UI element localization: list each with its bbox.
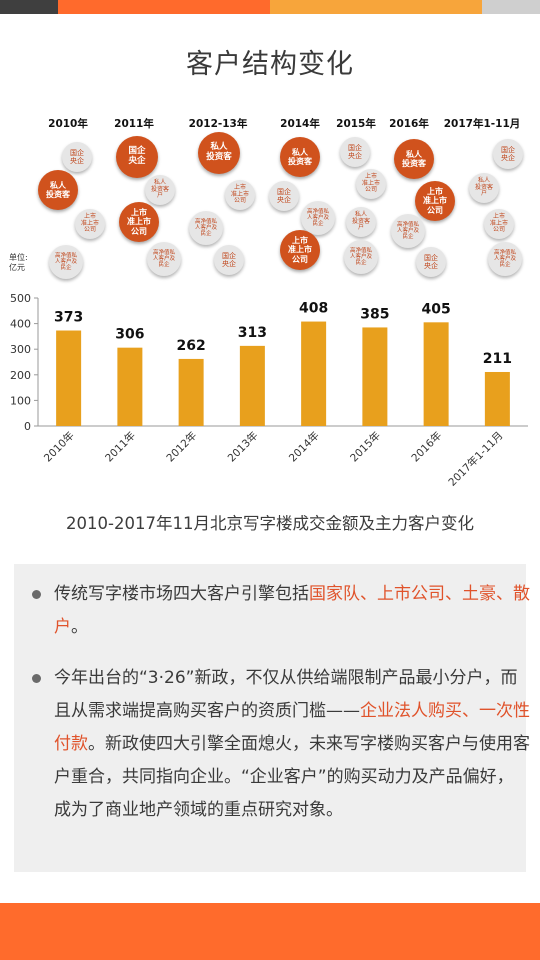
- customer-bubble: 国企 央企: [416, 247, 446, 277]
- customer-bubble: 私人 投资客: [394, 139, 434, 179]
- y-tick-label: 500: [10, 292, 31, 305]
- customer-bubble: 私人 投资客: [198, 132, 240, 174]
- customer-bubble: 高净值私 人客户及 民企: [189, 211, 223, 245]
- year-header: 2016年: [389, 118, 429, 130]
- bar: [423, 322, 449, 426]
- customer-bubble: 私人 投资客 户: [145, 175, 175, 205]
- bar-value-label: 405: [422, 301, 451, 317]
- customer-bubble: 私人 投资客 户: [346, 207, 376, 237]
- year-header: 2017年1-11月: [443, 118, 521, 130]
- customer-bubble: 上市 准上市 公司: [280, 230, 320, 270]
- bar: [56, 330, 82, 426]
- x-tick-label: 2010年: [41, 429, 77, 465]
- bar-value-label: 211: [483, 351, 512, 367]
- y-tick-label: 0: [24, 420, 31, 433]
- y-tick-label: 100: [10, 394, 31, 407]
- year-header: 2015年: [336, 118, 376, 130]
- bar: [239, 345, 265, 426]
- paragraph-text: 。: [71, 617, 88, 637]
- chart-caption: 2010-2017年11月北京写字楼成交金额及主力客户变化: [66, 514, 474, 533]
- customer-bubble: 高净值私 人客户及 民企: [49, 245, 83, 279]
- y-tick-label: 200: [10, 369, 31, 382]
- bottom-color-bar: [0, 903, 540, 960]
- bar: [484, 371, 510, 426]
- top-bar-segment-gray: [482, 0, 540, 14]
- x-tick-label: 2016年: [409, 429, 445, 465]
- x-tick-label: 2011年: [102, 429, 138, 465]
- customer-bubble: 国企 央企: [62, 142, 92, 172]
- paragraph-text: 传统写字楼市场四大客户引擎包括: [54, 584, 309, 604]
- y-tick-label: 400: [10, 318, 31, 331]
- bar: [362, 327, 388, 426]
- year-header: 2012-13年: [188, 118, 248, 130]
- customer-bubble: 私人 投资客: [280, 137, 320, 177]
- summary-paragraph: 今年出台的“3·26”新政，不仅从供给端限制产品最小分户，而且从需求端提高购买客…: [32, 662, 530, 827]
- transaction-bar-chart: 0 100 200 300 400 500 373 2010年 306 2011年 262 2012年…: [10, 292, 528, 489]
- customer-bubble: 上市 准上市 公司: [225, 180, 255, 210]
- unit-label: 单位: 亿元: [9, 253, 28, 272]
- highlight-text: 国家队、上市公司、土豪、散户: [54, 584, 530, 637]
- top-color-bar: [0, 0, 540, 14]
- bar-value-label: 313: [238, 325, 267, 341]
- bar-value-label: 408: [299, 301, 328, 317]
- top-bar-segment-amber: [270, 0, 482, 14]
- bullet-icon: [32, 674, 41, 683]
- paragraph-text: 。新政使四大引擎全面熄火，未来写字楼购买客户与使用客户重合，共同指向企业。“企业…: [54, 734, 530, 820]
- customer-bubble: 高净值私 人客户及 民企: [391, 214, 425, 248]
- y-tick-label: 300: [10, 343, 31, 356]
- bar: [117, 347, 143, 426]
- customer-bubble: 高净值私 人客户及 民企: [147, 242, 181, 276]
- x-tick-label: 2014年: [286, 429, 322, 465]
- customer-bubble: 高净值私 人客户及 民企: [344, 240, 378, 274]
- customer-bubble: 上市 准上市 公司: [119, 202, 159, 242]
- bar-value-label: 373: [54, 310, 83, 326]
- year-header: 2010年: [48, 118, 88, 130]
- customer-bubble: 上市 准上市 公司: [484, 209, 514, 239]
- x-tick-label: 2012年: [164, 429, 200, 465]
- top-bar-segment-orange: [58, 0, 270, 14]
- customer-bubble: 国企 央企: [269, 181, 299, 211]
- bullet-icon: [32, 590, 41, 599]
- customer-bubble: 上市 准上市 公司: [356, 169, 386, 199]
- summary-card: 传统写字楼市场四大客户引擎包括国家队、上市公司、土豪、散户。 今年出台的“3·2…: [14, 564, 530, 872]
- customer-bubble: 国企 央企: [214, 245, 244, 275]
- year-header: 2011年: [114, 118, 154, 130]
- customer-bubble: 高净值私 人客户及 民企: [301, 201, 335, 235]
- bar-value-label: 306: [115, 327, 144, 343]
- bar: [301, 321, 327, 426]
- bar: [178, 358, 204, 426]
- customer-bubble: 高净值私 人客户及 民企: [488, 242, 522, 276]
- highlight-text: 企业法人购买、一次性付款: [54, 701, 530, 754]
- page-title: 客户结构变化: [186, 49, 354, 80]
- customer-bubble: 国企 央企: [493, 139, 523, 169]
- top-bar-segment-dark: [0, 0, 58, 14]
- customer-bubble: 私人 投资客 户: [469, 173, 499, 203]
- customer-bubble: 国企 央企: [340, 137, 370, 167]
- x-tick-label: 2013年: [225, 429, 261, 465]
- summary-paragraph: 传统写字楼市场四大客户引擎包括国家队、上市公司、土豪、散户。: [32, 578, 530, 644]
- customer-bubble: 上市 准上市 公司: [415, 181, 455, 221]
- bar-value-label: 262: [177, 338, 206, 354]
- x-tick-label: 2015年: [347, 429, 383, 465]
- customer-bubble: 私人 投资客: [38, 170, 78, 210]
- x-tick-label: 2017年1-11月: [446, 429, 506, 489]
- customer-bubble: 上市 准上市 公司: [75, 209, 105, 239]
- customer-bubble: 国企 央企: [116, 136, 158, 178]
- year-header: 2014年: [280, 118, 320, 130]
- bar-value-label: 385: [360, 306, 389, 322]
- paragraph-text: 今年出台的“3·26”新政，不仅从供给端限制产品最小分户，而且从需求端提高购买客…: [54, 668, 518, 721]
